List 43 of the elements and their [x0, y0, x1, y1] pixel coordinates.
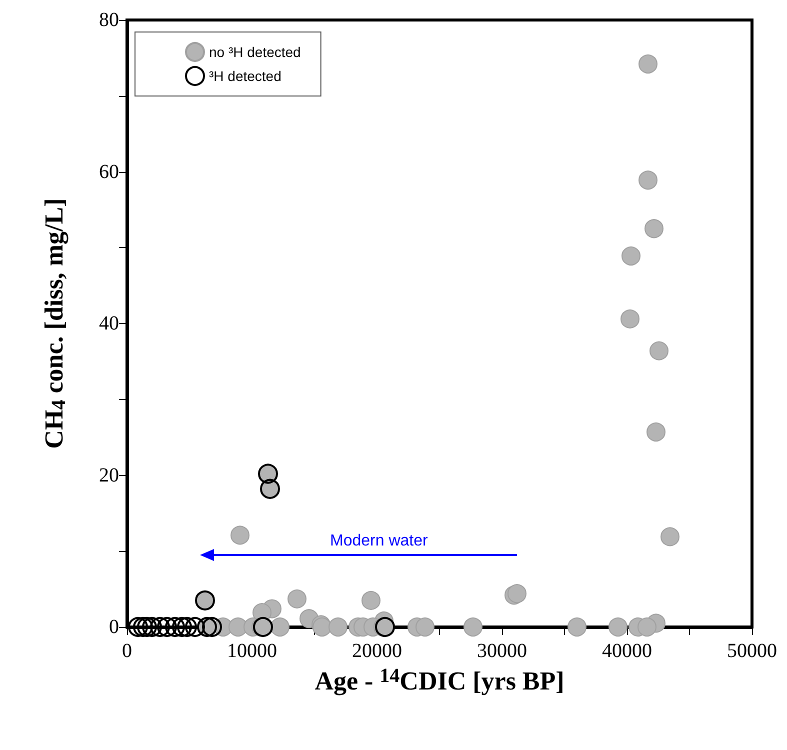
x-tick-label: 40000 — [602, 640, 652, 662]
y-tick-label: 60 — [99, 160, 119, 183]
point — [288, 589, 306, 608]
point — [202, 617, 222, 637]
legend-label: no ³H detected — [209, 44, 301, 60]
point — [464, 618, 482, 636]
point — [177, 617, 197, 637]
point — [638, 618, 656, 636]
point — [128, 617, 148, 637]
x-tick-label: 50000 — [727, 640, 777, 662]
point — [150, 617, 170, 637]
point — [622, 246, 640, 266]
point — [416, 618, 434, 636]
point — [568, 618, 586, 636]
legend-label: ³H detected — [209, 68, 282, 84]
point — [133, 617, 153, 637]
point — [172, 617, 192, 637]
y-axis-title: CH4 conc. [diss, mg/L] — [40, 198, 70, 449]
point — [185, 617, 205, 637]
y-tick-label: 40 — [99, 312, 119, 334]
y-tick-label: 0 — [109, 616, 119, 638]
annotation: Modern water — [330, 532, 428, 550]
y-tick-label: 80 — [99, 9, 119, 31]
point — [328, 618, 348, 636]
x-tick-label: 10000 — [227, 640, 277, 662]
point — [646, 422, 666, 442]
point — [620, 309, 640, 328]
point — [650, 341, 668, 360]
point — [270, 618, 290, 636]
point — [165, 617, 185, 637]
x-tick-label: 30000 — [477, 640, 527, 662]
point — [137, 617, 157, 637]
point — [638, 54, 658, 74]
point — [644, 219, 664, 238]
point — [157, 617, 177, 637]
point — [508, 584, 526, 604]
y-tick-label: 20 — [99, 464, 119, 486]
point — [608, 618, 628, 636]
point — [362, 590, 380, 610]
x-tick-label: 20000 — [352, 640, 402, 662]
point — [638, 170, 658, 190]
point — [660, 527, 680, 546]
point — [230, 526, 250, 545]
